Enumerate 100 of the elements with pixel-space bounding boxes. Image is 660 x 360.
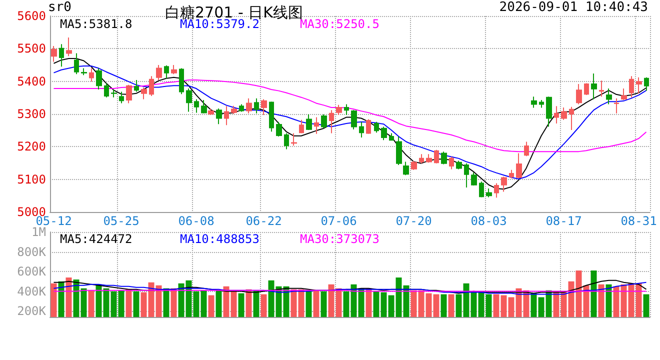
candlestick	[606, 88, 612, 105]
x-tick-label: 07-20	[396, 214, 432, 228]
candlestick	[216, 108, 222, 125]
x-tick-label: 08-31	[620, 214, 657, 228]
candlestick	[261, 98, 267, 116]
candlestick	[494, 182, 499, 198]
candlestick	[456, 160, 462, 170]
candlestick	[426, 154, 432, 164]
candlestick	[149, 76, 154, 97]
candlestick	[89, 68, 94, 82]
x-tick-label: 05-25	[103, 214, 140, 228]
x-tick-label: 07-06	[320, 214, 357, 228]
candlestick	[336, 104, 342, 116]
candlestick	[231, 105, 237, 114]
candlestick	[419, 154, 424, 164]
candlestick	[403, 161, 409, 176]
candlestick	[486, 188, 492, 198]
candlestick	[314, 116, 319, 134]
candlestick	[381, 126, 387, 141]
y-tick-label: 5200	[17, 140, 46, 154]
candlestick	[569, 106, 574, 131]
candlestick	[224, 106, 229, 126]
y-tick-label: 800K	[17, 244, 47, 259]
candlestick	[464, 162, 469, 188]
candlestick	[186, 88, 192, 112]
candlestick	[344, 104, 349, 116]
candlestick	[479, 181, 484, 198]
candlestick	[434, 149, 439, 164]
candlestick	[51, 46, 57, 62]
text: MA30:5250.5	[300, 17, 380, 31]
candlestick	[134, 80, 139, 92]
candlestick	[539, 99, 544, 108]
candlestick	[531, 96, 537, 108]
x-tick-label: 06-08	[178, 214, 214, 228]
candlestick	[396, 136, 402, 166]
candlestick	[636, 76, 642, 94]
candlestick	[179, 68, 184, 95]
text: MA10:488853	[180, 232, 260, 246]
candlestick	[119, 91, 124, 104]
candlestick	[291, 132, 297, 146]
line-series	[53, 80, 647, 152]
candlestick	[111, 89, 117, 98]
candlestick	[509, 169, 514, 179]
text: MA5:424472	[60, 232, 132, 246]
candlestick	[321, 114, 327, 129]
y-tick-label: 400K	[17, 284, 47, 298]
x-tick-label: 08-03	[470, 214, 507, 228]
x-tick-label: 08-17	[546, 214, 582, 228]
y-tick-label: 600K	[17, 264, 47, 279]
candlestick	[584, 82, 589, 96]
candlestick	[599, 80, 604, 98]
candlestick	[104, 82, 109, 98]
candlestick	[329, 110, 334, 134]
candlestick	[366, 118, 371, 134]
candlestick	[411, 160, 417, 170]
candlestick	[284, 132, 289, 150]
candlestick	[171, 64, 177, 75]
y-tick-label: 1M	[32, 225, 46, 239]
candlestick	[374, 121, 379, 134]
candlestick	[554, 106, 559, 124]
candlestick	[621, 88, 627, 100]
candlestick	[614, 98, 619, 114]
candlestick	[74, 52, 79, 75]
candlestick	[141, 87, 147, 100]
candlestick	[576, 83, 582, 105]
candlestick	[156, 64, 162, 81]
candlestick	[546, 96, 552, 128]
candlestick	[516, 152, 522, 179]
candlestick	[299, 119, 304, 134]
candlestick	[201, 99, 207, 114]
y-tick-label: 5500	[17, 42, 46, 56]
candlestick	[351, 110, 357, 130]
candlestick	[96, 68, 102, 90]
candlestick	[471, 172, 477, 186]
y-tick-label: 5400	[17, 74, 46, 88]
y-tick-label: 5600	[17, 9, 46, 23]
candlestick	[239, 104, 244, 112]
candlestick	[524, 141, 529, 157]
candlestick	[501, 176, 507, 192]
candlestick	[591, 72, 597, 100]
candlestick	[644, 76, 649, 92]
text: 2026-09-01 10:40:43	[499, 0, 648, 15]
text: MA30:373073	[300, 232, 380, 246]
x-tick-label: 06-22	[246, 214, 282, 228]
candlestick	[359, 121, 364, 138]
candlestick	[269, 101, 274, 132]
candlestick	[306, 114, 312, 131]
candlestick	[208, 108, 214, 116]
candlestick	[164, 64, 169, 79]
candlestick	[126, 84, 132, 104]
text: sr0	[48, 0, 72, 15]
candlestick	[389, 132, 394, 141]
candlestick	[194, 98, 199, 114]
y-tick-label: 200K	[17, 304, 47, 318]
text: MA5:5381.8	[60, 17, 132, 31]
candlestick	[629, 76, 634, 98]
candlestick	[254, 98, 259, 114]
candlestick	[276, 121, 282, 138]
candlestick	[449, 156, 454, 170]
candlestick	[441, 151, 447, 165]
